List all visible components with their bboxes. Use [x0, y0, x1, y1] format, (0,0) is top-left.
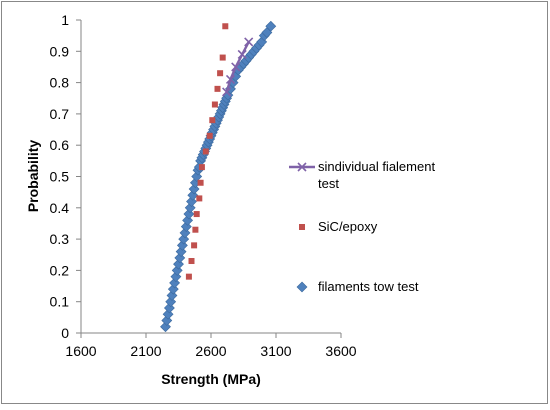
legend-item: SiC/epoxy	[299, 219, 378, 234]
y-tick-label: 0.9	[50, 43, 70, 59]
y-tick-label: 0.6	[50, 137, 70, 153]
data-point	[197, 179, 204, 186]
x-axis-title: Strength (MPa)	[161, 371, 261, 387]
data-point	[185, 273, 192, 280]
data-point	[193, 211, 200, 218]
x-tick-label: 1600	[65, 343, 96, 359]
legend-marker	[297, 162, 307, 172]
y-axis: 0 0.1 0.2 0.3 0.4 0.5 0.6 0.7 0.8 0.9 1	[50, 12, 82, 341]
legend-label: sindividual fialement test	[318, 159, 435, 191]
data-point	[222, 87, 232, 97]
y-tick-label: 0.1	[50, 294, 70, 310]
series-diamond	[160, 20, 277, 333]
series-square	[185, 23, 229, 280]
legend-marker	[299, 224, 305, 230]
x-tick-label: 3600	[325, 343, 356, 359]
data-point	[225, 74, 236, 85]
y-tick-label: 0.5	[50, 169, 70, 185]
legend: sindividual fialement test SiC/epoxy filame…	[289, 159, 435, 294]
y-tick-label: 0.3	[50, 231, 70, 247]
x-tick-label: 2100	[130, 343, 161, 359]
x-tick-label: 3100	[260, 343, 291, 359]
data-point	[244, 37, 254, 47]
legend-label: filaments tow test	[318, 279, 419, 294]
legend-marker	[296, 281, 308, 293]
data-point	[265, 20, 277, 32]
data-point	[231, 62, 241, 72]
data-point	[217, 70, 224, 77]
y-tick-label: 0	[61, 325, 69, 341]
series-layer	[160, 20, 277, 333]
y-tick-label: 0.4	[50, 200, 70, 216]
x-tick-label: 2600	[195, 343, 226, 359]
legend-label: SiC/epoxy	[318, 219, 378, 234]
legend-item: filaments tow test	[296, 279, 419, 294]
data-point	[192, 226, 199, 233]
data-point	[202, 148, 209, 155]
data-point	[196, 195, 203, 202]
legend-item: sindividual fialement test	[289, 159, 435, 191]
y-tick-label: 0.8	[50, 75, 70, 91]
chart-frame: 0 0.1 0.2 0.3 0.4 0.5 0.6 0.7 0.8 0.9 1 1600 2100 26…	[1, 1, 548, 404]
data-point	[214, 85, 221, 92]
data-point	[206, 132, 213, 139]
y-tick-label: 0.7	[50, 106, 70, 122]
data-point	[222, 23, 229, 30]
x-axis: 1600 2100 2600 3100 3600	[65, 332, 357, 359]
y-axis-title: Probability	[25, 140, 41, 213]
data-point	[211, 101, 218, 108]
data-point	[237, 49, 247, 59]
series-x	[222, 37, 254, 97]
data-point	[198, 164, 205, 171]
data-point	[219, 54, 226, 61]
scatter-chart: 0 0.1 0.2 0.3 0.4 0.5 0.6 0.7 0.8 0.9 1 1600 2100 26…	[25, 12, 435, 387]
y-tick-label: 1	[61, 12, 69, 28]
data-point	[188, 258, 195, 265]
data-point	[209, 117, 216, 124]
data-point	[191, 242, 198, 249]
y-tick-label: 0.2	[50, 262, 70, 278]
